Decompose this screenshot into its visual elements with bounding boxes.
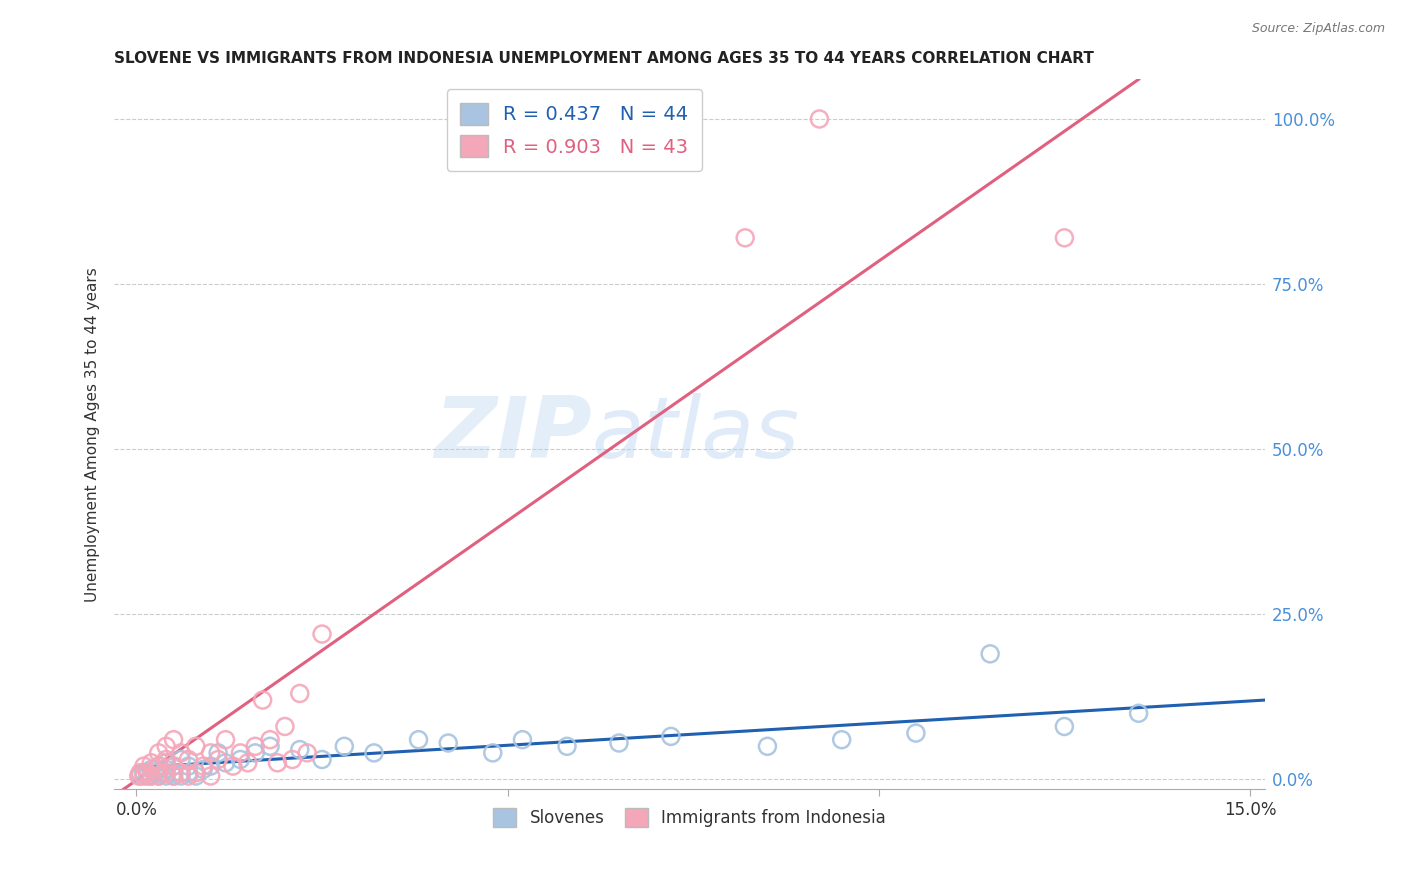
Point <box>481 746 503 760</box>
Point <box>229 746 252 760</box>
Point <box>607 736 630 750</box>
Y-axis label: Unemployment Among Ages 35 to 44 years: Unemployment Among Ages 35 to 44 years <box>86 267 100 602</box>
Point <box>152 765 174 780</box>
Point <box>288 742 311 756</box>
Point <box>808 112 831 126</box>
Point <box>136 765 159 780</box>
Point <box>659 730 682 744</box>
Point <box>162 769 184 783</box>
Point <box>170 765 193 780</box>
Point <box>177 759 200 773</box>
Point <box>148 759 170 773</box>
Point <box>141 756 163 770</box>
Point <box>155 765 177 780</box>
Point <box>281 752 304 766</box>
Point <box>200 746 222 760</box>
Point <box>155 752 177 766</box>
Text: ZIP: ZIP <box>434 392 592 475</box>
Point <box>831 732 853 747</box>
Point <box>129 765 152 780</box>
Point <box>252 693 274 707</box>
Point <box>170 752 193 766</box>
Point <box>177 769 200 783</box>
Legend: Slovenes, Immigrants from Indonesia: Slovenes, Immigrants from Indonesia <box>486 802 893 834</box>
Point <box>132 765 155 780</box>
Point <box>132 759 155 773</box>
Point <box>162 765 184 780</box>
Point <box>979 647 1001 661</box>
Point <box>148 759 170 773</box>
Point <box>222 759 245 773</box>
Point <box>904 726 927 740</box>
Point <box>295 746 318 760</box>
Point <box>259 732 281 747</box>
Point <box>170 769 193 783</box>
Point <box>128 769 150 783</box>
Point <box>170 746 193 760</box>
Point <box>259 739 281 754</box>
Point <box>512 732 534 747</box>
Point <box>734 231 756 245</box>
Point <box>236 756 259 770</box>
Point <box>756 739 779 754</box>
Point <box>1053 719 1076 733</box>
Point <box>274 719 297 733</box>
Point <box>288 686 311 700</box>
Point <box>193 759 215 773</box>
Point <box>363 746 385 760</box>
Point <box>1128 706 1150 721</box>
Point <box>214 756 236 770</box>
Point <box>136 769 159 783</box>
Point <box>311 627 333 641</box>
Point <box>148 746 170 760</box>
Point <box>408 732 430 747</box>
Point <box>333 739 356 754</box>
Point <box>143 765 166 780</box>
Point <box>555 739 578 754</box>
Point <box>162 769 184 783</box>
Point <box>193 763 215 777</box>
Text: Source: ZipAtlas.com: Source: ZipAtlas.com <box>1251 22 1385 36</box>
Point <box>245 739 267 754</box>
Point <box>1053 231 1076 245</box>
Point <box>437 736 460 750</box>
Point <box>141 769 163 783</box>
Point <box>200 769 222 783</box>
Point <box>148 769 170 783</box>
Point <box>155 739 177 754</box>
Point <box>162 759 184 773</box>
Point <box>200 759 222 773</box>
Point <box>155 769 177 783</box>
Point <box>177 752 200 766</box>
Point <box>162 759 184 773</box>
Point <box>148 769 170 783</box>
Point <box>132 769 155 783</box>
Point <box>177 765 200 780</box>
Point <box>155 763 177 777</box>
Point <box>155 756 177 770</box>
Point <box>245 746 267 760</box>
Point <box>311 752 333 766</box>
Point <box>229 752 252 766</box>
Point <box>266 756 288 770</box>
Text: atlas: atlas <box>592 392 800 475</box>
Point <box>162 732 184 747</box>
Text: SLOVENE VS IMMIGRANTS FROM INDONESIA UNEMPLOYMENT AMONG AGES 35 TO 44 YEARS CORR: SLOVENE VS IMMIGRANTS FROM INDONESIA UNE… <box>114 51 1094 66</box>
Point <box>184 739 207 754</box>
Point <box>141 769 163 783</box>
Point <box>129 769 152 783</box>
Point <box>184 769 207 783</box>
Point <box>184 765 207 780</box>
Point <box>141 763 163 777</box>
Point <box>207 746 229 760</box>
Point <box>143 763 166 777</box>
Point <box>207 752 229 766</box>
Point <box>214 732 236 747</box>
